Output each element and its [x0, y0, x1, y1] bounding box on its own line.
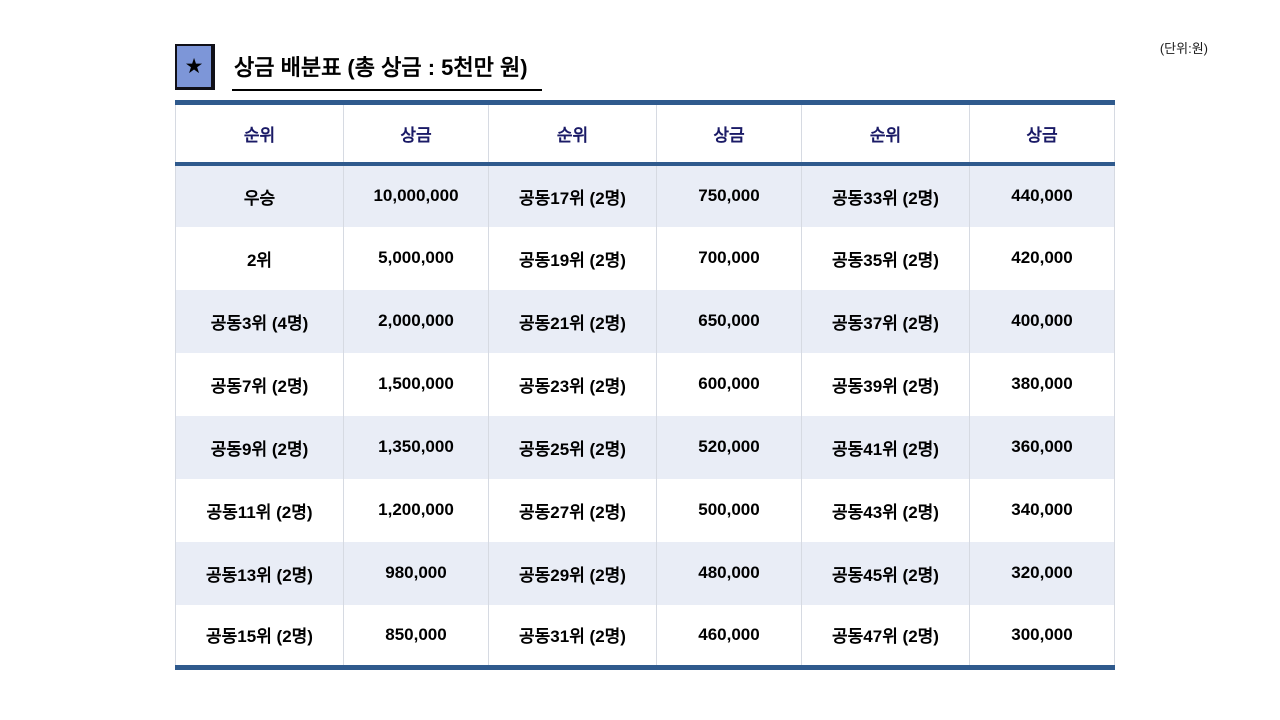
- rank-cell: 공동41위 (2명): [801, 415, 970, 479]
- rank-cell: 공동11위 (2명): [175, 478, 344, 542]
- prize-cell: 340,000: [969, 478, 1115, 542]
- table-row: 공동15위 (2명) 850,000 공동31위 (2명) 460,000 공동…: [175, 604, 1115, 668]
- prize-cell: 360,000: [969, 415, 1115, 479]
- rank-cell: 공동3위 (4명): [175, 289, 344, 353]
- rank-cell: 공동13위 (2명): [175, 541, 344, 605]
- rank-cell: 공동21위 (2명): [488, 289, 657, 353]
- rank-cell: 공동35위 (2명): [801, 226, 970, 290]
- column-header-prize: 상금: [656, 102, 802, 166]
- rank-cell: 공동17위 (2명): [488, 163, 657, 227]
- prize-table: 순위 상금 순위 상금 순위 상금 우승 10,000,000 공동17위 (2…: [175, 100, 1115, 670]
- column-header-prize: 상금: [343, 102, 489, 166]
- prize-cell: 440,000: [969, 163, 1115, 227]
- rank-cell: 공동9위 (2명): [175, 415, 344, 479]
- star-icon: ★: [175, 44, 215, 90]
- prize-cell: 380,000: [969, 352, 1115, 416]
- rank-cell: 우승: [175, 163, 344, 227]
- rank-cell: 공동33위 (2명): [801, 163, 970, 227]
- rank-cell: 공동39위 (2명): [801, 352, 970, 416]
- prize-cell: 600,000: [656, 352, 802, 416]
- rank-cell: 공동7위 (2명): [175, 352, 344, 416]
- rank-cell: 공동37위 (2명): [801, 289, 970, 353]
- rank-cell: 공동19위 (2명): [488, 226, 657, 290]
- rank-cell: 공동25위 (2명): [488, 415, 657, 479]
- table-row: 공동9위 (2명) 1,350,000 공동25위 (2명) 520,000 공…: [175, 415, 1115, 479]
- prize-cell: 2,000,000: [343, 289, 489, 353]
- prize-cell: 980,000: [343, 541, 489, 605]
- prize-cell: 1,350,000: [343, 415, 489, 479]
- prize-cell: 750,000: [656, 163, 802, 227]
- rank-cell: 공동43위 (2명): [801, 478, 970, 542]
- prize-cell: 850,000: [343, 604, 489, 668]
- table-row: 공동3위 (4명) 2,000,000 공동21위 (2명) 650,000 공…: [175, 289, 1115, 353]
- header-row: 순위 상금 순위 상금 순위 상금: [175, 102, 1115, 166]
- star-glyph: ★: [184, 55, 204, 78]
- rank-cell: 공동27위 (2명): [488, 478, 657, 542]
- table-row: 2위 5,000,000 공동19위 (2명) 700,000 공동35위 (2…: [175, 226, 1115, 290]
- prize-cell: 520,000: [656, 415, 802, 479]
- table-row: 우승 10,000,000 공동17위 (2명) 750,000 공동33위 (…: [175, 163, 1115, 227]
- rank-cell: 공동15위 (2명): [175, 604, 344, 668]
- page-title: 상금 배분표 (총 상금 : 5천만 원): [232, 50, 542, 91]
- prize-cell: 460,000: [656, 604, 802, 668]
- rank-cell: 2위: [175, 226, 344, 290]
- prize-cell: 1,500,000: [343, 352, 489, 416]
- title-block: ★ 상금 배분표 (총 상금 : 5천만 원): [175, 44, 542, 91]
- rank-cell: 공동29위 (2명): [488, 541, 657, 605]
- prize-cell: 1,200,000: [343, 478, 489, 542]
- column-header-rank: 순위: [801, 102, 970, 166]
- rank-cell: 공동45위 (2명): [801, 541, 970, 605]
- column-header-prize: 상금: [969, 102, 1115, 166]
- rank-cell: 공동23위 (2명): [488, 352, 657, 416]
- table-row: 공동11위 (2명) 1,200,000 공동27위 (2명) 500,000 …: [175, 478, 1115, 542]
- column-header-rank: 순위: [488, 102, 657, 166]
- prize-cell: 700,000: [656, 226, 802, 290]
- prize-cell: 5,000,000: [343, 226, 489, 290]
- prize-cell: 10,000,000: [343, 163, 489, 227]
- prize-cell: 300,000: [969, 604, 1115, 668]
- prize-cell: 320,000: [969, 541, 1115, 605]
- table-row: 공동7위 (2명) 1,500,000 공동23위 (2명) 600,000 공…: [175, 352, 1115, 416]
- table-row: 공동13위 (2명) 980,000 공동29위 (2명) 480,000 공동…: [175, 541, 1115, 605]
- rank-cell: 공동47위 (2명): [801, 604, 970, 668]
- unit-note: (단위:원): [1159, 41, 1208, 56]
- prize-cell: 420,000: [969, 226, 1115, 290]
- rank-cell: 공동31위 (2명): [488, 604, 657, 668]
- prize-cell: 500,000: [656, 478, 802, 542]
- column-header-rank: 순위: [175, 102, 344, 166]
- prize-cell: 650,000: [656, 289, 802, 353]
- prize-cell: 400,000: [969, 289, 1115, 353]
- prize-cell: 480,000: [656, 541, 802, 605]
